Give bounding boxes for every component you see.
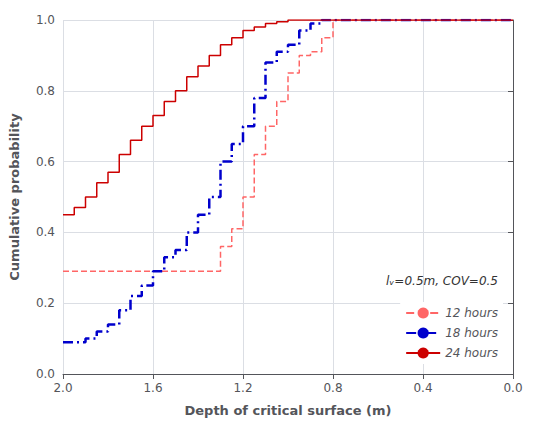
- svg-text:24 hours: 24 hours: [445, 346, 498, 360]
- svg-text:0.8: 0.8: [36, 84, 55, 98]
- svg-text:18 hours: 18 hours: [445, 326, 498, 340]
- svg-text:0.0: 0.0: [503, 381, 522, 395]
- svg-text:Cumulative probability: Cumulative probability: [7, 113, 22, 281]
- svg-text:Depth of critical surface (m): Depth of critical surface (m): [184, 403, 391, 418]
- svg-text:0.4: 0.4: [36, 225, 55, 239]
- svg-text:1.0: 1.0: [36, 13, 55, 27]
- svg-text:0.6: 0.6: [36, 155, 55, 169]
- svg-text:1.6: 1.6: [143, 381, 162, 395]
- svg-text:lᵥ=0.5m, COV=0.5: lᵥ=0.5m, COV=0.5: [386, 274, 498, 288]
- svg-text:12 hours: 12 hours: [445, 306, 498, 320]
- svg-text:0.4: 0.4: [413, 381, 432, 395]
- svg-text:0.8: 0.8: [323, 381, 342, 395]
- svg-text:0.0: 0.0: [36, 367, 55, 381]
- svg-text:0.2: 0.2: [36, 296, 55, 310]
- svg-text:2.0: 2.0: [53, 381, 72, 395]
- svg-text:1.2: 1.2: [233, 381, 252, 395]
